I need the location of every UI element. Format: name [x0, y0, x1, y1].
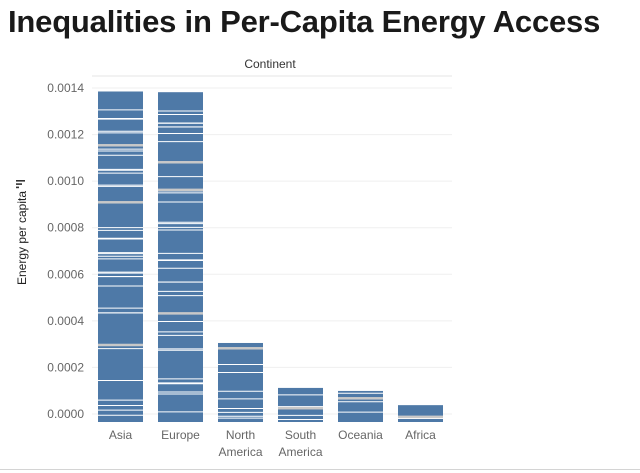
segment-gap [158, 161, 203, 164]
y-tick-label: 0.0012 [47, 128, 84, 142]
segment-gap [98, 201, 143, 204]
segment-gap [158, 312, 203, 315]
bar-europe[interactable] [158, 92, 203, 422]
segment-gap [338, 397, 383, 400]
page-title: Inequalities in Per-Capita Energy Access [8, 4, 601, 39]
y-tick-label: 0.0008 [47, 221, 84, 235]
bar[interactable] [218, 342, 263, 422]
y-tick-label: 0.0002 [47, 360, 84, 374]
bar-north-america[interactable] [218, 342, 263, 422]
x-tick-label: America [218, 445, 262, 459]
bar-oceania[interactable] [338, 390, 383, 422]
x-tick-label: Europe [161, 428, 200, 442]
segment-gap [398, 415, 443, 419]
x-axis: Asia Europe North America South America Oceani… [109, 428, 436, 459]
x-tick-label: America [278, 445, 322, 459]
sort-icon[interactable] [16, 180, 25, 189]
bar[interactable] [338, 390, 383, 422]
bars[interactable] [98, 91, 443, 422]
x-tick-label: Asia [109, 428, 133, 442]
segment-gap [278, 406, 323, 410]
bar-africa[interactable] [398, 405, 443, 422]
y-axis-title: Energy per capita [15, 191, 29, 285]
x-tick-label: South [285, 428, 316, 442]
segment-gap [98, 144, 143, 147]
y-axis-label: Energy per capita [15, 191, 29, 285]
x-tick-label: Oceania [338, 428, 383, 442]
gridlines [92, 87, 452, 415]
bar[interactable] [278, 387, 323, 422]
bar[interactable] [398, 405, 443, 422]
bar-asia[interactable] [98, 91, 143, 422]
x-tick-label: North [226, 428, 255, 442]
y-tick-label: 0.0006 [47, 267, 84, 281]
x-tick-label: Africa [405, 428, 436, 442]
y-tick-label: 0.0000 [47, 407, 84, 421]
segment-gap [218, 347, 263, 350]
y-axis: 0.0000 0.0002 0.0004 0.0006 0.0008 0.0010 0.00… [47, 81, 84, 421]
y-tick-label: 0.0010 [47, 174, 84, 188]
segment-gap [158, 188, 203, 192]
segment-gap [98, 343, 143, 347]
y-tick-label: 0.0004 [47, 314, 84, 328]
column-header: Continent [244, 57, 296, 71]
bar[interactable] [158, 92, 203, 422]
bottom-divider [0, 469, 640, 470]
bar-south-america[interactable] [278, 387, 323, 422]
y-tick-label: 0.0014 [47, 81, 84, 95]
